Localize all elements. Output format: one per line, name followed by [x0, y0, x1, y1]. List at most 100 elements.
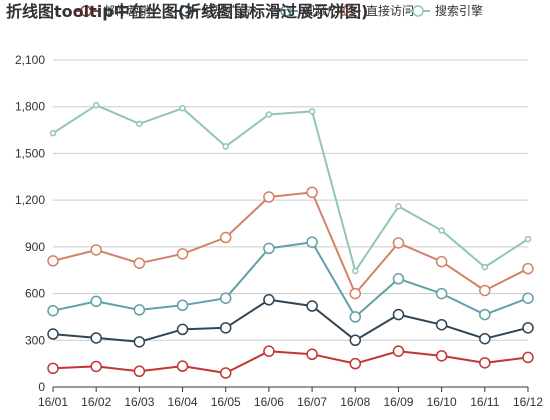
data-point[interactable]: [90, 295, 102, 308]
data-point[interactable]: [349, 334, 362, 347]
data-point[interactable]: [263, 191, 275, 203]
data-point[interactable]: [219, 367, 232, 379]
series-lines: [47, 101, 534, 379]
y-tick-label: 2,100: [15, 53, 45, 67]
legend-item[interactable]: 视频广告: [274, 3, 351, 18]
data-point[interactable]: [92, 101, 100, 109]
data-point[interactable]: [435, 287, 448, 300]
data-point[interactable]: [90, 332, 102, 344]
legend-label: 联盟广告: [203, 4, 251, 18]
y-tick-label: 1,200: [15, 193, 45, 207]
data-point[interactable]: [176, 248, 189, 260]
data-point[interactable]: [392, 308, 405, 321]
data-point[interactable]: [435, 350, 448, 362]
data-point[interactable]: [522, 322, 534, 334]
chart-title: 折线图tooltip中在坐图(折线图鼠标滑过展示饼图): [6, 2, 368, 21]
data-point[interactable]: [219, 322, 232, 334]
x-tick-label: 16/10: [427, 395, 457, 409]
data-point[interactable]: [395, 203, 402, 210]
data-point[interactable]: [133, 336, 146, 348]
y-tick-label: 300: [25, 333, 45, 347]
x-tick-label: 16/05: [211, 395, 241, 409]
data-point[interactable]: [392, 237, 405, 249]
data-point[interactable]: [349, 287, 362, 300]
data-point[interactable]: [47, 255, 59, 267]
data-point[interactable]: [219, 231, 232, 244]
x-tick-label: 16/06: [254, 395, 284, 409]
data-point[interactable]: [438, 227, 445, 234]
legend-item[interactable]: 邮件营销: [74, 4, 151, 18]
data-point[interactable]: [265, 111, 273, 118]
y-tick-label: 900: [25, 240, 45, 254]
legend-label: 直接访问: [366, 3, 414, 18]
data-point[interactable]: [522, 262, 534, 275]
legend-marker-icon: [280, 5, 292, 17]
legend-label: 搜索引擎: [435, 3, 483, 18]
legend-marker-icon: [343, 5, 355, 17]
data-point[interactable]: [524, 235, 532, 243]
series-line: [52, 191, 529, 295]
data-point[interactable]: [522, 351, 534, 364]
data-point[interactable]: [308, 108, 316, 115]
data-point[interactable]: [90, 244, 102, 256]
data-point[interactable]: [49, 129, 57, 137]
data-point[interactable]: [176, 360, 189, 372]
x-tick-label: 16/09: [383, 395, 413, 409]
x-tick-label: 16/08: [340, 395, 370, 409]
data-point[interactable]: [263, 242, 275, 255]
x-tick-label: 16/01: [38, 395, 68, 409]
legend-item[interactable]: 联盟广告: [174, 4, 251, 18]
x-tick-label: 16/03: [124, 395, 154, 409]
x-tick-label: 16/02: [81, 395, 111, 409]
data-point[interactable]: [133, 257, 146, 269]
y-tick-label: 1,800: [15, 100, 45, 114]
data-point[interactable]: [47, 328, 59, 340]
data-point[interactable]: [47, 362, 59, 375]
data-point[interactable]: [392, 345, 405, 357]
data-point[interactable]: [133, 365, 146, 378]
data-point[interactable]: [133, 304, 146, 316]
data-point[interactable]: [349, 357, 362, 370]
legend[interactable]: 邮件营销 联盟广告 视频广告 直接访问 搜索引擎: [74, 3, 483, 18]
data-point[interactable]: [219, 292, 232, 304]
data-point[interactable]: [306, 186, 318, 199]
data-point[interactable]: [522, 292, 534, 304]
data-point[interactable]: [479, 284, 491, 297]
data-point[interactable]: [136, 120, 143, 128]
data-point[interactable]: [481, 263, 489, 271]
data-point[interactable]: [176, 323, 189, 336]
data-point[interactable]: [263, 345, 275, 357]
data-point[interactable]: [306, 300, 318, 312]
data-point[interactable]: [263, 294, 275, 306]
legend-marker-icon: [80, 5, 92, 17]
legend-item[interactable]: 搜索引擎: [406, 3, 483, 18]
data-point[interactable]: [179, 105, 186, 112]
data-point[interactable]: [435, 318, 448, 331]
data-point[interactable]: [479, 308, 491, 321]
data-point[interactable]: [392, 273, 405, 285]
data-point[interactable]: [222, 143, 229, 150]
data-point[interactable]: [479, 357, 491, 369]
legend-label: 邮件营销: [103, 4, 151, 18]
series-line: [52, 104, 529, 272]
legend-label: 视频广告: [303, 3, 351, 18]
series-line: [52, 350, 529, 374]
data-point[interactable]: [349, 311, 362, 323]
y-tick-label: 1,500: [15, 146, 45, 160]
legend-marker-icon: [412, 5, 424, 17]
y-tick-label: 600: [25, 287, 45, 301]
data-point[interactable]: [47, 304, 59, 317]
legend-item[interactable]: 直接访问: [337, 3, 414, 18]
data-point[interactable]: [306, 348, 318, 361]
data-point[interactable]: [90, 360, 102, 373]
data-point[interactable]: [306, 236, 318, 248]
y-tick-label: 0: [38, 380, 45, 394]
x-tick-label: 16/04: [168, 395, 198, 409]
x-tick-label: 16/07: [297, 395, 327, 409]
data-point[interactable]: [479, 332, 491, 345]
data-point[interactable]: [352, 267, 359, 275]
data-point[interactable]: [176, 299, 189, 311]
data-point[interactable]: [435, 255, 448, 268]
